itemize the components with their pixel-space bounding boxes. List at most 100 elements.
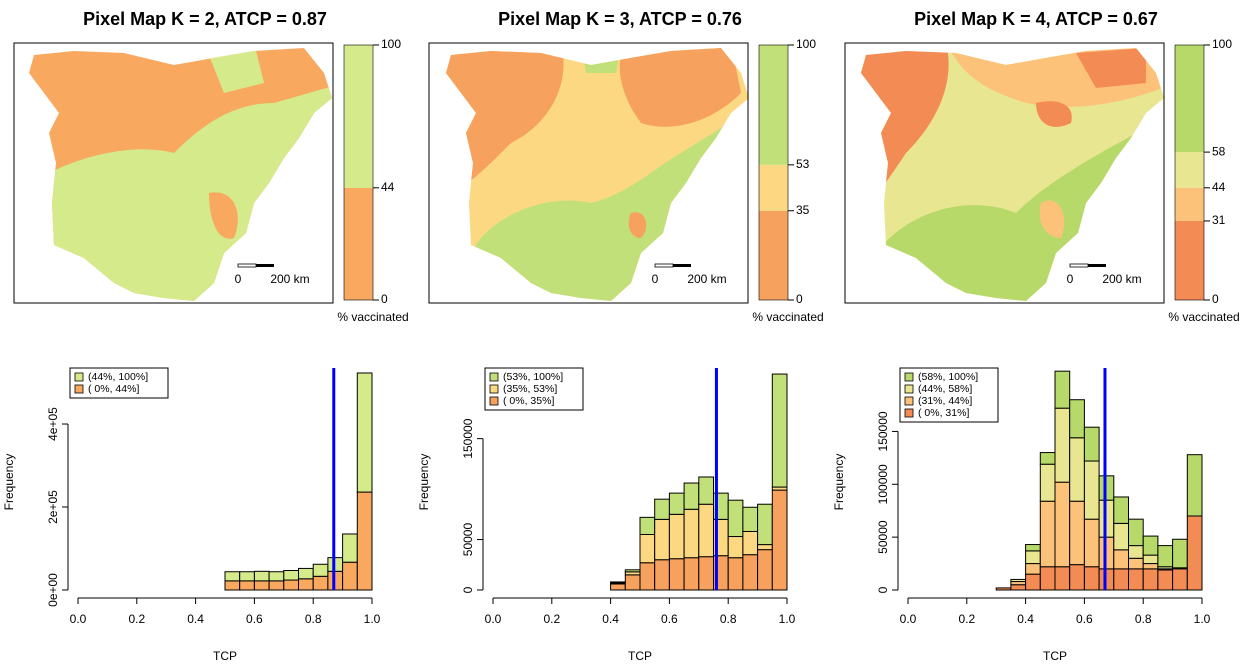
bar-segment xyxy=(1113,496,1130,524)
scale-label: 0 xyxy=(235,272,242,286)
bar-segment xyxy=(771,373,788,488)
legend-tick-label: 100 xyxy=(1212,37,1232,51)
bar-segment xyxy=(995,587,1012,591)
bar-segment xyxy=(683,557,700,591)
legend-tick-label: 35 xyxy=(796,203,810,217)
legend-swatch xyxy=(489,372,499,382)
legend-swatch xyxy=(904,384,914,394)
x-tick-label: 1.0 xyxy=(779,612,796,626)
bar-segment xyxy=(1069,500,1085,566)
bar-segment xyxy=(1113,549,1130,570)
bar-segment xyxy=(312,575,329,591)
bar-segment xyxy=(1054,370,1071,409)
y-tick-label: 150000 xyxy=(461,418,475,458)
legend-class xyxy=(344,187,373,300)
scale-label: 0 xyxy=(652,272,659,286)
bar-segment xyxy=(1172,568,1188,591)
legend-class xyxy=(759,45,788,165)
legend-class xyxy=(1175,45,1204,153)
bar-segment xyxy=(356,372,373,493)
bar-segment xyxy=(1186,515,1203,591)
bar-segment xyxy=(283,579,299,591)
x-tick-label: 1.0 xyxy=(1194,612,1211,626)
x-tick-label: 0.6 xyxy=(246,612,263,626)
x-tick-label: 0.6 xyxy=(661,612,678,626)
legend-tick-label: 44 xyxy=(1212,180,1226,194)
bar-segment xyxy=(1069,437,1085,502)
bar-segment xyxy=(654,559,670,591)
legend-frame xyxy=(758,44,789,301)
legend-label: ( 0%, 44%] xyxy=(88,383,139,395)
x-tick-label: 0.6 xyxy=(1076,612,1093,626)
scale-bar xyxy=(1069,263,1089,268)
scale-label: 200 km xyxy=(270,272,309,286)
legend-title: % vaccinated xyxy=(1168,310,1239,324)
legend-label: ( 0%, 31%] xyxy=(918,407,969,419)
x-tick-label: 0.4 xyxy=(602,612,619,626)
bar-segment xyxy=(1069,399,1085,439)
legend-class xyxy=(1175,187,1204,221)
legend-label: (58%, 100%] xyxy=(918,371,978,383)
legend-title: % vaccinated xyxy=(752,310,823,324)
x-axis-label: TCP xyxy=(628,649,652,663)
bar-segment xyxy=(1083,426,1100,462)
bar-segment xyxy=(1010,578,1027,583)
legend-swatch xyxy=(904,396,914,406)
y-axis-label: Frequency xyxy=(832,454,846,511)
x-tick-label: 0.2 xyxy=(543,612,560,626)
legend-tick-label: 100 xyxy=(796,37,816,51)
bar-segment xyxy=(698,556,714,591)
map-region xyxy=(581,48,621,73)
bar-segment xyxy=(610,581,626,584)
x-axis-label: TCP xyxy=(213,649,237,663)
legend-label: (44%, 58%] xyxy=(918,383,972,395)
y-tick-label: 50000 xyxy=(876,520,890,554)
bar-segment xyxy=(771,489,788,591)
x-tick-label: 0.0 xyxy=(485,612,502,626)
bar-segment xyxy=(1113,522,1130,551)
map-region xyxy=(619,48,741,127)
bar-segment xyxy=(1157,569,1174,591)
legend-tick-label: 53 xyxy=(796,157,810,171)
bar-segment xyxy=(224,580,241,591)
x-tick-label: 1.0 xyxy=(364,612,381,626)
bar-segment xyxy=(639,562,656,591)
legend-swatch xyxy=(904,372,914,382)
bar-segment xyxy=(1039,566,1056,591)
bar-segment xyxy=(757,549,773,591)
legend-class xyxy=(344,45,373,188)
scale-bar xyxy=(673,264,691,267)
x-tick-label: 0.8 xyxy=(305,612,322,626)
legend-tick-label: 0 xyxy=(796,292,803,306)
legend-label: (44%, 100%] xyxy=(88,371,148,383)
legend-swatch xyxy=(904,408,914,418)
bar-segment xyxy=(1054,566,1071,591)
bar-segment xyxy=(298,578,314,591)
y-tick-label: 2e+05 xyxy=(46,490,60,524)
bar-segment xyxy=(1128,545,1144,559)
bar-segment xyxy=(1186,454,1203,517)
y-tick-label: 50000 xyxy=(461,523,475,557)
legend-swatch xyxy=(489,396,499,406)
bar-segment xyxy=(1025,573,1041,591)
legend-tick-label: 31 xyxy=(1212,213,1226,227)
map-title: Pixel Map K = 3, ATCP = 0.76 xyxy=(498,9,742,29)
x-tick-label: 0.8 xyxy=(720,612,737,626)
legend-class xyxy=(1175,152,1204,188)
y-tick-label: 0 xyxy=(461,586,475,593)
bar-segment xyxy=(1142,568,1159,591)
bar-segment xyxy=(1039,452,1056,465)
y-tick-label: 0 xyxy=(876,586,890,593)
scale-label: 0 xyxy=(1067,272,1074,286)
bar-segment xyxy=(698,503,714,558)
x-axis-label: TCP xyxy=(1043,649,1067,663)
legend-box xyxy=(899,367,999,423)
map-title: Pixel Map K = 4, ATCP = 0.67 xyxy=(914,9,1158,29)
scale-bar xyxy=(1088,264,1106,267)
y-axis-label: Frequency xyxy=(417,454,431,511)
legend-tick-label: 44 xyxy=(381,180,395,194)
bar-segment xyxy=(312,563,329,577)
bar-segment xyxy=(1025,550,1041,565)
legend-label: (53%, 100%] xyxy=(503,371,563,383)
